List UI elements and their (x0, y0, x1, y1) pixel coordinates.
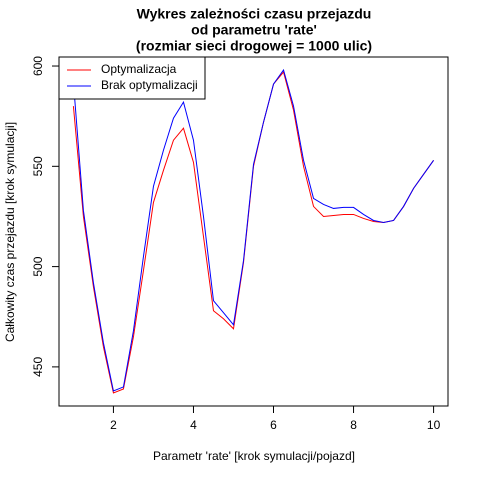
y-tick-label: 550 (31, 156, 45, 176)
x-tick-label: 2 (110, 418, 117, 432)
y-tick-label: 450 (31, 357, 45, 377)
chart-title: (rozmiar sieci drogowej = 1000 ulic) (136, 38, 372, 54)
legend-box (58, 56, 206, 100)
legend-label: Brak optymalizacji (101, 78, 198, 92)
plot-frame (58, 56, 449, 407)
chart-title: od parametru 'rate' (191, 22, 317, 38)
legend-label: Optymalizacja (101, 62, 177, 76)
x-axis-label: Parametr 'rate' [krok symulacji/pojazd] (153, 449, 355, 463)
data-line (72, 70, 434, 394)
x-tick-label: 8 (350, 418, 357, 432)
x-tick-label: 4 (190, 418, 197, 432)
data-line (72, 68, 434, 392)
x-tick-label: 6 (270, 418, 277, 432)
x-tick-label: 10 (427, 418, 441, 432)
y-tick-label: 500 (31, 256, 45, 276)
y-axis-label: Całkowity czas przejazdu [krok symulacji… (3, 122, 17, 342)
y-tick-label: 600 (31, 56, 45, 76)
chart-title: Wykres zależności czasu przejazdu (137, 6, 372, 22)
